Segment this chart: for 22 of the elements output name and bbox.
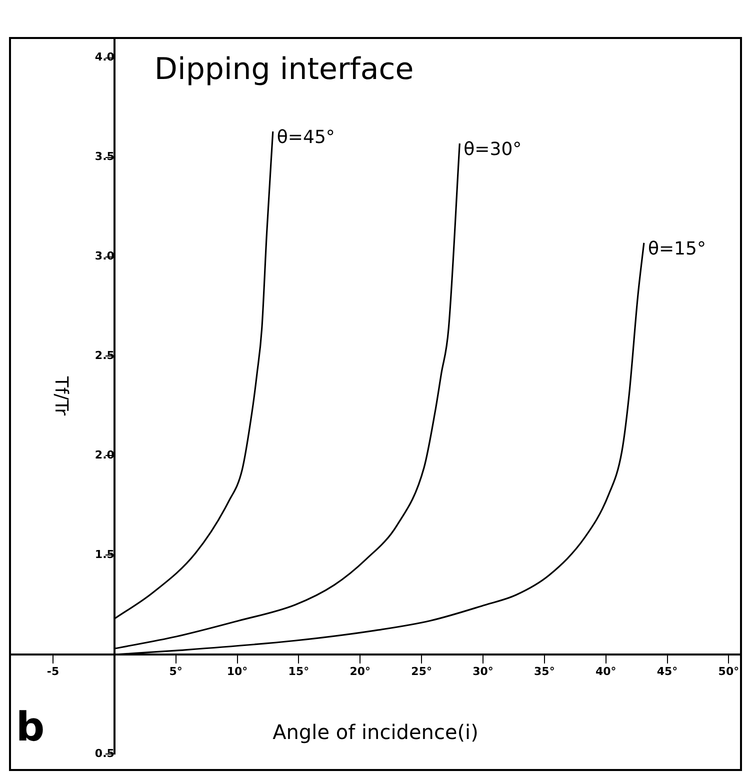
x-tick-label: 25°: [411, 665, 432, 678]
x-tick-label: 35°: [534, 665, 555, 678]
x-tick-label: 15°: [288, 665, 310, 678]
x-axis-title: Angle of incidence(i): [272, 720, 478, 744]
x-tick-label: 20°: [350, 665, 371, 678]
y-tick-label: 0.5: [94, 746, 114, 760]
x-tick-label: -5: [46, 665, 60, 678]
x-tick-label: 5°: [169, 665, 182, 678]
y-axis-title: Tf/Tr: [50, 375, 72, 416]
annotation: b: [16, 704, 45, 750]
y-tick-label: 1.5: [94, 548, 114, 561]
series-label: θ=45°: [276, 127, 335, 148]
text: Dipping interface: [154, 52, 414, 87]
x-tick-label: 45°: [656, 665, 678, 678]
y-tick-label: 2.5: [94, 349, 114, 362]
x-tick-label: 30°: [472, 665, 494, 678]
series-label: θ=30°: [464, 139, 522, 160]
x-tick-label: 50°: [718, 665, 740, 678]
y-tick-label: 3.5: [94, 150, 114, 164]
x-tick-label: 10°: [226, 665, 248, 678]
x-tick-label: 40°: [595, 665, 616, 678]
series-label: θ=15°: [648, 238, 706, 260]
